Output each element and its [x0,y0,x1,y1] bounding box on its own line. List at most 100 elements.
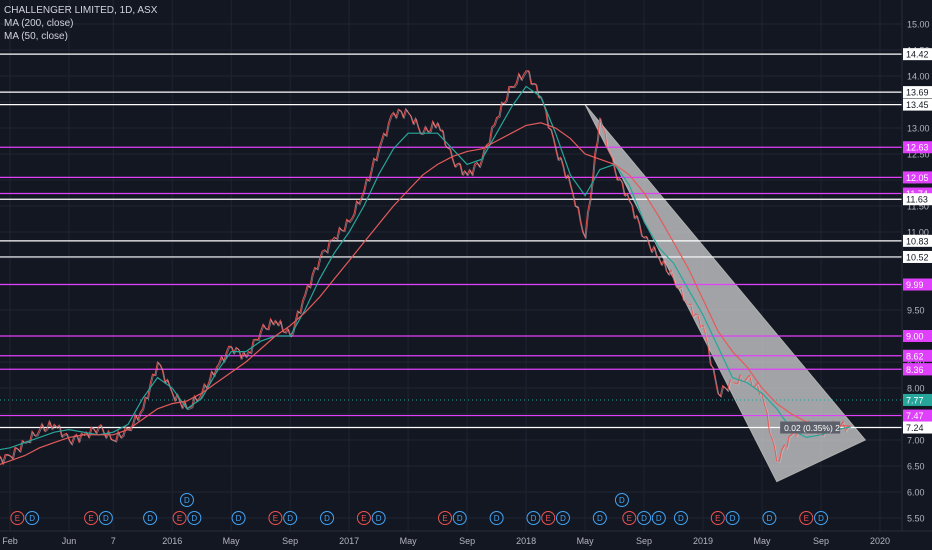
dividend-event-upper-0-label: D [184,496,190,505]
axis-badge-bg-0 [903,363,932,376]
axis-badge-bg-1 [903,393,932,406]
level-badge-label-9: 9.99 [906,280,924,290]
dividend-event-upper-1-label: D [619,496,625,505]
x-tick-label: 2018 [516,536,536,546]
dividend-event-10-label: D [324,514,330,523]
dividend-event-18-label: D [560,514,566,523]
dividend-event-25-label: D [730,514,736,523]
earnings-event-13-circle [438,511,452,525]
level-badge-bg-10 [903,330,932,342]
earnings-event-8-label: E [273,514,278,523]
earnings-event-20-circle [622,511,637,525]
dividend-event-15-circle [489,511,504,525]
earnings-event-17-circle [541,511,556,525]
dividend-event-19-circle [592,511,607,525]
earnings-event-27-label: E [804,514,809,523]
dividend-event-16-circle [526,511,541,525]
chart-legend: CHALLENGER LIMITED, 1D, ASX MA (200, clo… [4,4,157,43]
dividend-event-18-circle [555,511,570,525]
dividend-event-1-circle [25,511,40,525]
dividend-event-28-label: D [818,514,824,523]
level-badge-label-8: 10.52 [906,252,929,262]
x-tick-label: Sep [813,536,829,546]
price-change-text: 0.02 (0.35%) 2 [784,423,840,433]
dividend-event-16-label: D [531,514,537,523]
dividend-event-12-circle [371,511,386,525]
x-tick-label: 2019 [693,536,713,546]
level-badge-bg-7 [903,234,932,247]
dividend-event-23-label: D [678,514,684,523]
level-badge-label-13: 7.47 [906,411,924,421]
level-badge-label-6: 11.63 [906,195,928,205]
level-badge-label-1: 13.69 [906,88,929,98]
y-tick-label: 6.50 [907,462,925,472]
level-badge-bg-11 [903,349,932,362]
dividend-event-4-circle [143,511,158,525]
dividend-event-4-label: D [147,514,153,523]
ma200-line [0,122,851,465]
y-tick-label: 7.00 [907,436,925,446]
level-badge-bg-6 [903,193,932,206]
y-tick-label: 13.00 [907,124,930,134]
earnings-event-5-circle [172,511,187,525]
dividend-event-7-circle [231,511,246,525]
earnings-event-5-label: E [177,514,182,523]
x-tick-label: Jun [62,536,77,546]
x-tick-label: May [577,536,595,546]
dividend-event-21-circle [637,511,652,525]
y-tick-label: 8.00 [907,384,925,394]
chart-title: CHALLENGER LIMITED, 1D, ASX [4,5,158,16]
dividend-event-22-label: D [656,514,662,523]
y-tick-label: 11.00 [907,228,929,238]
y-tick-label: 6.00 [907,488,925,498]
x-tick-label: Sep [282,536,298,546]
y-tick-label: 5.50 [907,514,925,524]
dividend-event-6-circle [187,511,202,525]
dividend-event-9-circle [283,511,298,525]
level-badge-label-14: 7.24 [906,423,924,433]
earnings-event-0-label: E [15,514,20,523]
x-tick-label: 2017 [339,536,359,546]
level-badge-label-3: 12.63 [906,143,929,153]
level-badge-bg-1 [903,86,932,99]
level-badge-bg-0 [903,48,932,61]
dividend-event-28-circle [814,511,829,525]
earnings-event-11-label: E [361,514,366,523]
dividend-event-19-label: D [597,514,603,523]
level-badge-bg-3 [903,141,932,154]
earnings-event-2-circle [84,511,99,525]
axis-badge-label-1: 7.77 [906,395,924,405]
level-badge-label-10: 9.00 [906,332,924,342]
level-badge-label-4: 12.05 [906,173,929,183]
level-badge-label-0: 14.42 [906,50,929,60]
level-badge-bg-13 [903,409,932,422]
earnings-event-0-circle [10,511,25,525]
earnings-event-11-circle [356,511,371,525]
x-tick-label: 2016 [162,536,182,546]
dividend-event-6-label: D [191,514,197,523]
dividend-event-upper-1-circle [614,493,629,507]
x-tick-label: 2020 [870,536,890,546]
dividend-event-26-circle [762,511,777,525]
level-badge-label-7: 10.83 [906,236,929,246]
dividend-event-7-label: D [236,514,242,523]
dividend-event-15-label: D [494,514,500,523]
earnings-event-20-label: E [627,514,632,523]
dividend-event-14-circle [452,511,467,525]
dividend-event-upper-0-circle [179,493,194,507]
level-badge-bg-9 [903,278,932,291]
dividend-event-14-label: D [457,514,463,523]
level-badge-bg-8 [903,250,932,263]
dividend-event-26-label: D [767,514,773,523]
y-tick-label: 14.00 [907,72,930,82]
level-badge-bg-14 [903,421,932,434]
price-change-badge [780,421,841,434]
dividend-event-23-circle [673,511,688,525]
x-tick-label: Sep [459,536,475,546]
earnings-event-8-circle [268,511,283,525]
x-tick-label: 7 [111,536,116,546]
dividend-event-1-label: D [29,514,35,523]
ma50-line [0,85,851,451]
